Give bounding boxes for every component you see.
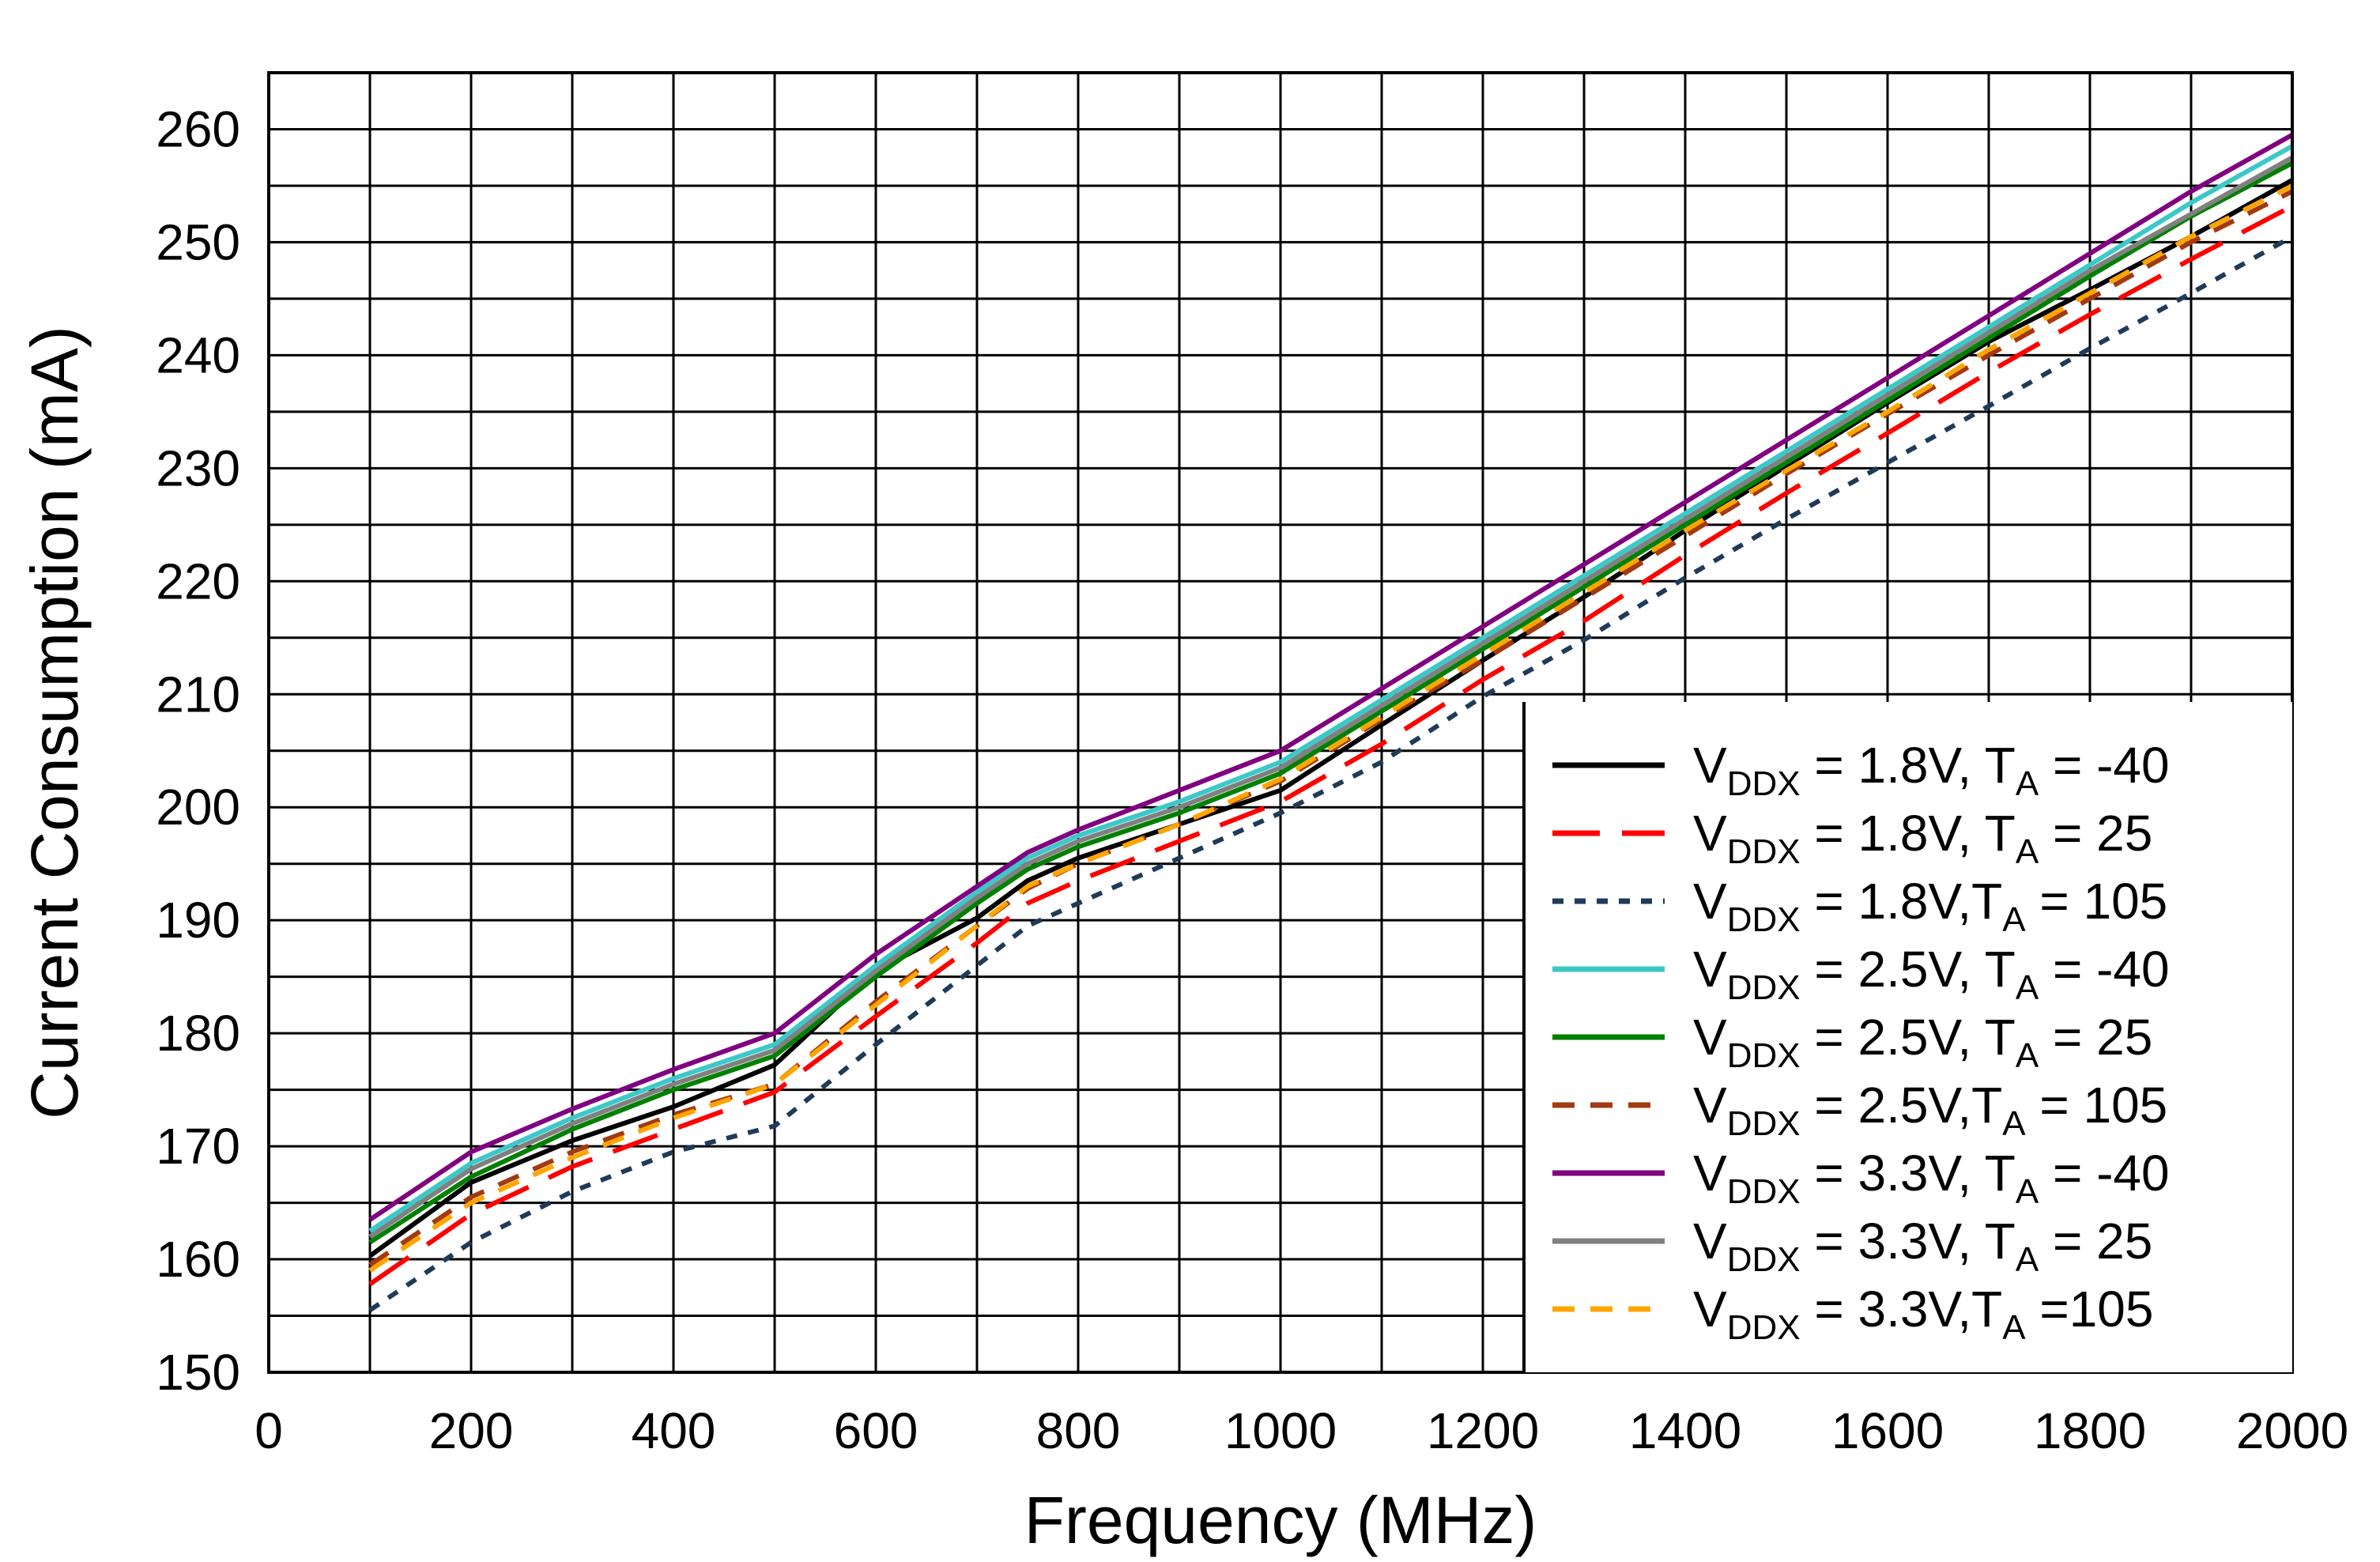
y-tick-label: 250 [156, 213, 240, 270]
x-tick-label: 2000 [2236, 1402, 2348, 1459]
y-tick-label: 160 [156, 1231, 240, 1288]
x-tick-label: 800 [1036, 1402, 1121, 1459]
x-axis-label: Frequency (MHz) [1024, 1483, 1537, 1557]
y-tick-label: 180 [156, 1005, 240, 1062]
x-tick-label: 200 [429, 1402, 514, 1459]
x-tick-label: 1400 [1629, 1402, 1741, 1459]
tick-labels: 0 200 400 600 800 1000 1200 1400 1600 1800 2000 150… [156, 100, 2348, 1459]
legend-label-4: VDDX = 2.5V, TA = -40 [1693, 941, 2170, 1007]
series-line-3 [368, 234, 2294, 1312]
x-tick-label: 1800 [2034, 1402, 2146, 1459]
y-axis-label: Current Consumption (mA) [17, 326, 92, 1119]
legend-label-6: VDDX = 2.5V,TA = 105 [1693, 1077, 2167, 1143]
y-tick-label: 150 [156, 1344, 240, 1401]
x-tick-label: 600 [834, 1402, 918, 1459]
legend-label-1: VDDX = 1.8V, TA = -40 [1693, 737, 2170, 803]
x-tick-label: 0 [255, 1402, 283, 1459]
y-tick-label: 240 [156, 326, 240, 383]
series-line-7 [368, 132, 2294, 1222]
legend-label-9: VDDX = 3.3V,TA =105 [1693, 1281, 2153, 1347]
y-tick-label: 170 [156, 1118, 240, 1175]
legend-label-5: VDDX = 2.5V, TA = 25 [1693, 1009, 2152, 1075]
legend-label-7: VDDX = 3.3V, TA = -40 [1693, 1145, 2170, 1211]
y-tick-label: 260 [156, 100, 240, 157]
x-tick-label: 1200 [1427, 1402, 1539, 1459]
y-tick-label: 220 [156, 553, 240, 609]
x-tick-label: 1000 [1224, 1402, 1337, 1459]
series-line-1 [368, 178, 2294, 1258]
y-tick-label: 190 [156, 892, 240, 949]
series-line-4 [368, 144, 2294, 1233]
series-line-5 [368, 160, 2294, 1245]
y-tick-label: 200 [156, 779, 240, 836]
legend-label-8: VDDX = 3.3V, TA = 25 [1693, 1213, 2152, 1279]
series-line-2 [368, 204, 2294, 1286]
legend-label-3: VDDX = 1.8V,TA = 105 [1693, 873, 2167, 939]
y-tick-label: 230 [156, 440, 240, 496]
series-layer [368, 132, 2294, 1312]
legend-label-2: VDDX = 1.8V, TA = 25 [1693, 805, 2152, 871]
series-line-8 [368, 155, 2294, 1239]
x-tick-label: 1600 [1831, 1402, 1944, 1459]
y-tick-label: 210 [156, 666, 240, 723]
x-tick-label: 400 [632, 1402, 716, 1459]
series-line-9 [368, 183, 2294, 1273]
